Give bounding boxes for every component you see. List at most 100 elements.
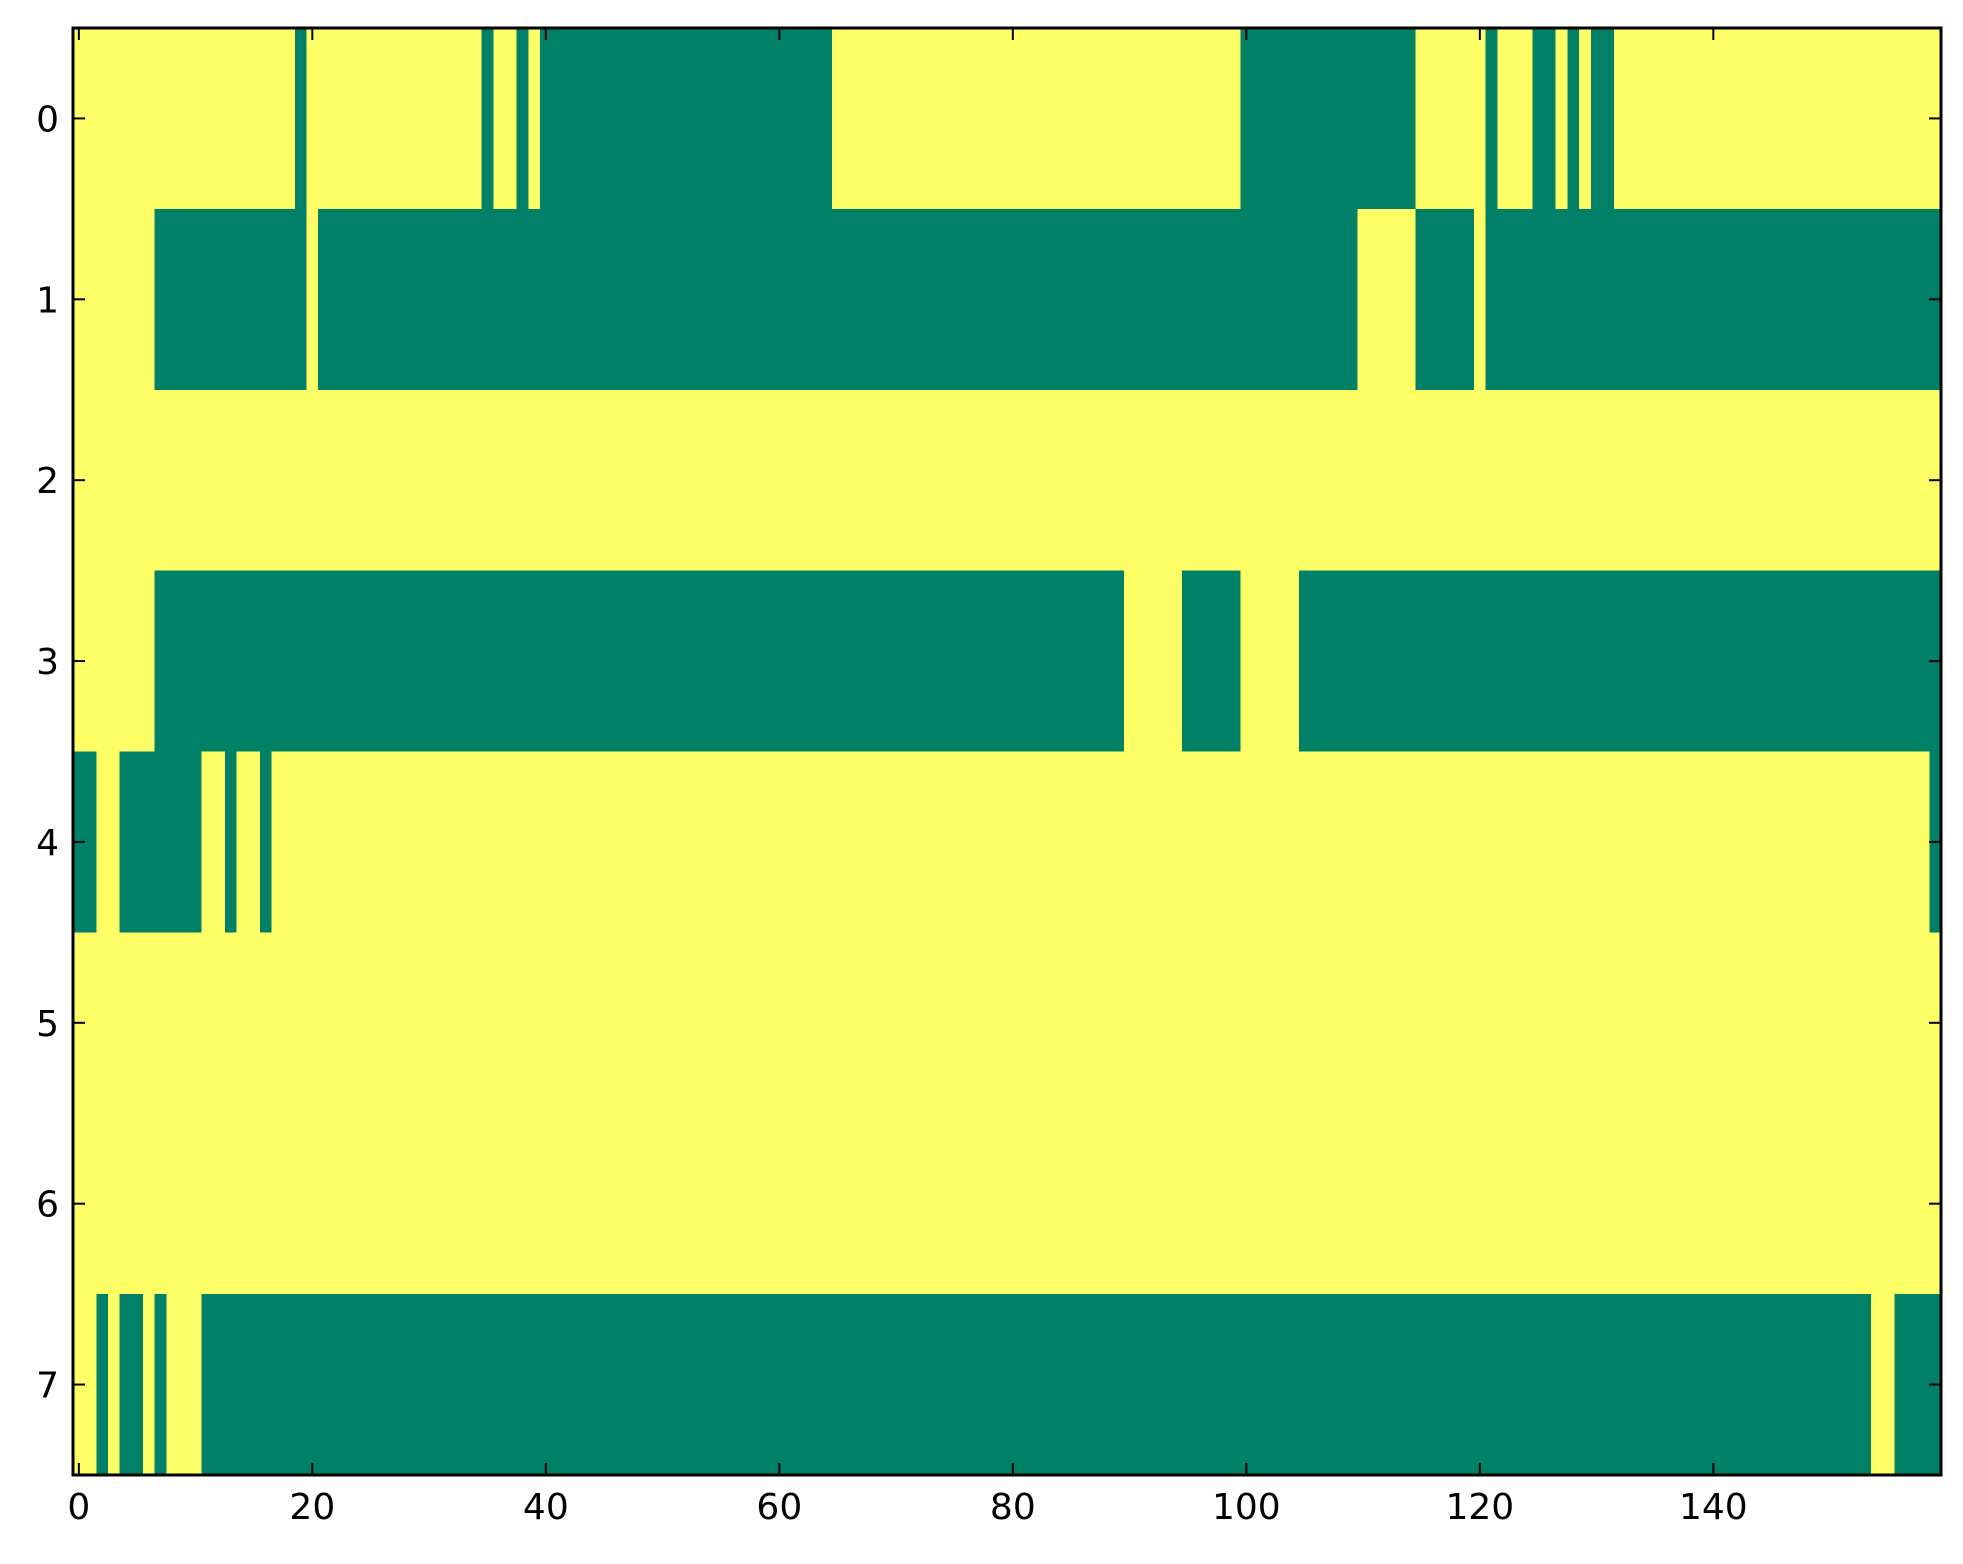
cell (540, 1113, 553, 1295)
cell (890, 570, 903, 753)
cell (855, 570, 868, 753)
cell (154, 1294, 167, 1476)
cell (329, 570, 343, 753)
cell (1182, 389, 1195, 572)
cell (1579, 932, 1592, 1114)
cell (1322, 1113, 1335, 1295)
cell (1357, 1294, 1370, 1476)
cell (1380, 1113, 1393, 1295)
cell (1730, 570, 1744, 753)
cell (294, 1294, 308, 1476)
cell (1847, 751, 1860, 933)
cell (1310, 570, 1323, 753)
cell (306, 1294, 319, 1476)
cell (1905, 389, 1919, 572)
cell (1182, 932, 1195, 1114)
cell (1030, 751, 1043, 933)
cell (1590, 208, 1604, 391)
cell (434, 570, 448, 753)
cell (294, 1113, 308, 1295)
cell (236, 1113, 249, 1295)
cell (1695, 751, 1709, 933)
cell (84, 1113, 97, 1295)
cell (960, 1113, 973, 1295)
cell (481, 28, 494, 210)
cell (1719, 751, 1732, 933)
cell (166, 28, 179, 210)
cell (1345, 570, 1358, 753)
cell (224, 389, 238, 572)
cell (1509, 1113, 1522, 1295)
cell (1263, 570, 1277, 753)
cell (1474, 208, 1487, 391)
cell (364, 932, 378, 1114)
cell (1870, 28, 1884, 210)
cell (1182, 208, 1195, 391)
cell (353, 1113, 366, 1295)
cell (1100, 751, 1113, 933)
cell (119, 1294, 132, 1476)
cell (1602, 570, 1615, 753)
cell (1287, 28, 1300, 210)
cell (1859, 1294, 1872, 1476)
cell (1532, 751, 1545, 933)
cell (598, 1113, 611, 1295)
cell (691, 208, 705, 391)
cell (878, 932, 891, 1114)
cell (1287, 389, 1300, 572)
cell (866, 570, 880, 753)
cell (271, 208, 284, 391)
cell (1789, 1113, 1802, 1295)
cell (936, 208, 950, 391)
cell (1649, 1113, 1662, 1295)
cell (1135, 932, 1148, 1114)
cell (1438, 28, 1452, 210)
cell (1135, 570, 1148, 753)
cell (1053, 1294, 1066, 1476)
cell (1263, 389, 1277, 572)
cell (1870, 751, 1884, 933)
cell (1625, 570, 1639, 753)
cell (341, 389, 354, 572)
cell (1509, 208, 1522, 391)
cell (1380, 932, 1393, 1114)
cell (831, 1294, 845, 1476)
cell (119, 28, 132, 210)
cell (1485, 751, 1498, 933)
cell (1403, 932, 1417, 1114)
cell (341, 1294, 354, 1476)
cell (131, 208, 144, 391)
cell (820, 28, 833, 210)
cell (1835, 28, 1849, 210)
cell (248, 208, 261, 391)
cell (166, 208, 179, 391)
cell (750, 389, 763, 572)
cell (1322, 208, 1335, 391)
cell (119, 932, 132, 1114)
cell (516, 389, 529, 572)
cell (1147, 570, 1160, 753)
cell (1275, 751, 1288, 933)
cell (1660, 1113, 1674, 1295)
cell (831, 208, 845, 391)
cell (1614, 751, 1627, 933)
cell (1240, 932, 1253, 1114)
cell (1789, 389, 1802, 572)
cell (1509, 389, 1522, 572)
cell (1602, 1113, 1615, 1295)
cell (318, 570, 331, 753)
cell (504, 932, 518, 1114)
cell (224, 570, 238, 753)
cell (796, 570, 810, 753)
cell (1474, 28, 1487, 210)
cell (668, 932, 681, 1114)
cell (236, 1294, 249, 1476)
cell (1042, 751, 1055, 933)
cell (1800, 389, 1814, 572)
cell (1544, 28, 1557, 210)
cell (925, 570, 938, 753)
cell (1182, 1294, 1195, 1476)
cell (446, 751, 459, 933)
cell (364, 570, 378, 753)
cell (224, 751, 238, 933)
